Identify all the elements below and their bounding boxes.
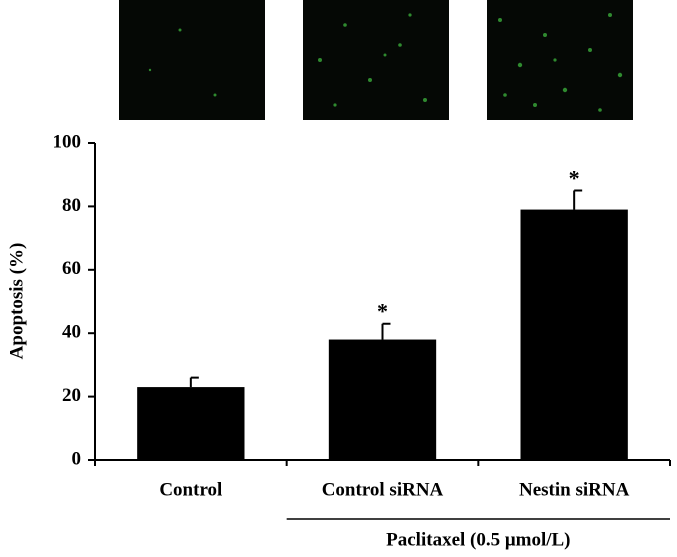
- y-tick-label: 0: [72, 448, 82, 469]
- error-bar: [189, 376, 199, 388]
- micrographs: [119, 0, 633, 120]
- micrograph: [487, 0, 633, 120]
- significance-mark: *: [377, 299, 388, 324]
- error-bar: [381, 322, 391, 340]
- x-tick-label: Control siRNA: [322, 479, 444, 500]
- error-bar: [573, 189, 583, 210]
- x-tick-label: Control: [159, 479, 222, 500]
- bar: [328, 339, 437, 460]
- bar: [520, 209, 628, 460]
- x-tick-label: Nestin siRNA: [519, 479, 630, 500]
- cell-dots: [148, 13, 623, 112]
- y-tick-label: 40: [62, 322, 81, 343]
- y-tick-label: 20: [62, 385, 81, 406]
- y-tick-label: 80: [62, 195, 81, 216]
- y-tick-label: 100: [53, 131, 82, 152]
- micrograph: [303, 0, 449, 120]
- y-tick-label: 60: [62, 258, 81, 279]
- micrograph: [119, 0, 265, 120]
- y-axis-label: Apoptosis (%): [6, 243, 27, 360]
- bar: [137, 387, 245, 460]
- significance-mark: *: [569, 166, 580, 191]
- group-label: Paclitaxel (0.5 μmol/L): [386, 529, 570, 550]
